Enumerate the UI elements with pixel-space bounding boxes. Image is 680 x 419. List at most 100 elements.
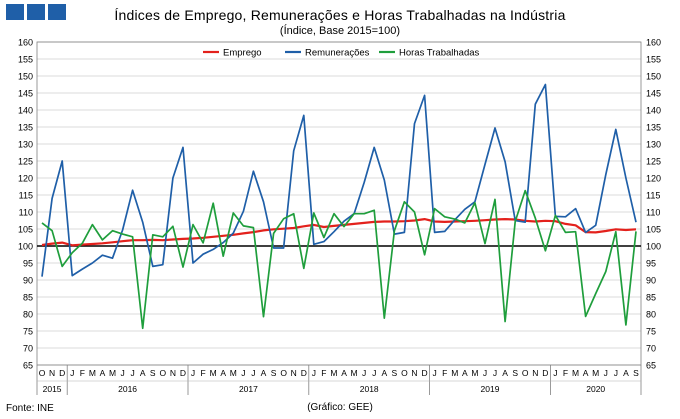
- x-tick-label: A: [462, 368, 468, 378]
- x-tick-label: O: [39, 368, 46, 378]
- y-tick-label-right: 70: [646, 344, 656, 354]
- year-label: 2016: [118, 384, 137, 394]
- y-tick-label-right: 115: [646, 191, 660, 201]
- x-tick-label: M: [572, 368, 579, 378]
- x-tick-label: M: [89, 368, 96, 378]
- x-tick-label: M: [109, 368, 116, 378]
- year-label: 2017: [239, 384, 258, 394]
- source-note: Fonte: INE: [6, 403, 54, 414]
- x-tick-label: A: [502, 368, 508, 378]
- x-tick-label: M: [210, 368, 217, 378]
- x-tick-label: M: [451, 368, 458, 378]
- y-tick-label-left: 100: [18, 242, 33, 252]
- y-tick-label-right: 135: [646, 123, 661, 133]
- y-tick-label-right: 130: [646, 140, 661, 150]
- x-tick-label: J: [131, 368, 135, 378]
- x-tick-label: D: [542, 368, 548, 378]
- y-tick-label-left: 90: [23, 276, 33, 286]
- x-tick-label: J: [614, 368, 618, 378]
- legend-label: Remunerações: [305, 48, 370, 59]
- x-tick-label: J: [312, 368, 316, 378]
- year-label: 2020: [586, 384, 605, 394]
- y-tick-label-right: 140: [646, 106, 661, 116]
- x-tick-label: A: [100, 368, 106, 378]
- year-label: 2019: [481, 384, 500, 394]
- x-tick-label: N: [170, 368, 176, 378]
- x-tick-label: A: [261, 368, 267, 378]
- series-line-horas-trabalhadas: [41, 189, 637, 330]
- x-tick-label: N: [49, 368, 55, 378]
- y-tick-label-left: 80: [23, 310, 33, 320]
- y-tick-label-right: 85: [646, 293, 656, 303]
- y-tick-label-right: 90: [646, 276, 656, 286]
- y-tick-label-left: 155: [18, 55, 33, 65]
- y-tick-label-left: 110: [19, 208, 33, 218]
- y-tick-label-right: 75: [646, 327, 656, 337]
- y-tick-label-right: 110: [646, 208, 660, 218]
- x-tick-label: A: [140, 368, 146, 378]
- x-tick-label: N: [532, 368, 538, 378]
- y-tick-label-right: 100: [646, 242, 661, 252]
- x-tick-label: D: [421, 368, 427, 378]
- x-tick-label: O: [401, 368, 408, 378]
- legend-label: Horas Trabalhadas: [399, 48, 480, 59]
- y-tick-label-left: 130: [18, 140, 33, 150]
- x-tick-label: J: [251, 368, 255, 378]
- x-tick-label: F: [442, 368, 447, 378]
- x-tick-label: O: [280, 368, 287, 378]
- y-tick-label-left: 70: [23, 344, 33, 354]
- x-tick-label: S: [512, 368, 518, 378]
- x-tick-label: S: [633, 368, 639, 378]
- y-tick-label-left: 75: [23, 327, 33, 337]
- x-tick-label: F: [563, 368, 568, 378]
- x-tick-label: A: [341, 368, 347, 378]
- plot-frame: [36, 41, 642, 366]
- y-tick-label-left: 160: [18, 38, 33, 48]
- chart-title: Índices de Emprego, Remunerações e Horas…: [114, 7, 566, 23]
- y-tick-label-left: 105: [18, 225, 33, 235]
- series-line-emprego: [41, 218, 637, 247]
- x-tick-label: J: [553, 368, 557, 378]
- year-label: 2018: [360, 384, 379, 394]
- x-tick-label: D: [301, 368, 307, 378]
- y-tick-label-left: 145: [18, 89, 33, 99]
- x-tick-label: N: [291, 368, 297, 378]
- y-tick-label-left: 135: [18, 123, 33, 133]
- y-tick-label-left: 115: [19, 191, 33, 201]
- x-tick-label: F: [80, 368, 85, 378]
- y-tick-label-right: 150: [646, 72, 661, 82]
- x-tick-label: J: [362, 368, 366, 378]
- chart-subtitle: (Índice, Base 2015=100): [279, 25, 401, 37]
- x-tick-label: J: [604, 368, 608, 378]
- x-tick-label: J: [70, 368, 74, 378]
- x-tick-label: M: [471, 368, 478, 378]
- y-tick-label-left: 125: [18, 157, 33, 167]
- x-tick-label: A: [381, 368, 387, 378]
- y-tick-label-right: 125: [646, 157, 661, 167]
- x-tick-label: N: [411, 368, 417, 378]
- y-tick-label-right: 155: [646, 55, 661, 65]
- x-tick-label: M: [351, 368, 358, 378]
- y-tick-label-left: 150: [18, 72, 33, 82]
- x-tick-label: S: [150, 368, 156, 378]
- y-tick-label-left: 95: [23, 259, 33, 269]
- x-tick-label: S: [271, 368, 277, 378]
- y-tick-label-right: 160: [646, 38, 661, 48]
- x-tick-label: J: [433, 368, 437, 378]
- x-tick-label: J: [191, 368, 195, 378]
- y-tick-label-right: 145: [646, 89, 661, 99]
- chart-credit: (Gráfico: GEE): [307, 402, 373, 413]
- x-tick-label: S: [392, 368, 398, 378]
- y-tick-label-right: 95: [646, 259, 656, 269]
- x-tick-label: O: [160, 368, 167, 378]
- x-tick-label: F: [200, 368, 205, 378]
- y-tick-label-left: 140: [18, 106, 33, 116]
- x-tick-label: A: [220, 368, 226, 378]
- x-tick-label: M: [330, 368, 337, 378]
- series-line-remunerações: [41, 83, 637, 277]
- x-tick-label: F: [321, 368, 326, 378]
- y-tick-label-right: 65: [646, 361, 656, 371]
- y-tick-label-right: 120: [646, 174, 661, 184]
- y-tick-label-left: 65: [23, 361, 33, 371]
